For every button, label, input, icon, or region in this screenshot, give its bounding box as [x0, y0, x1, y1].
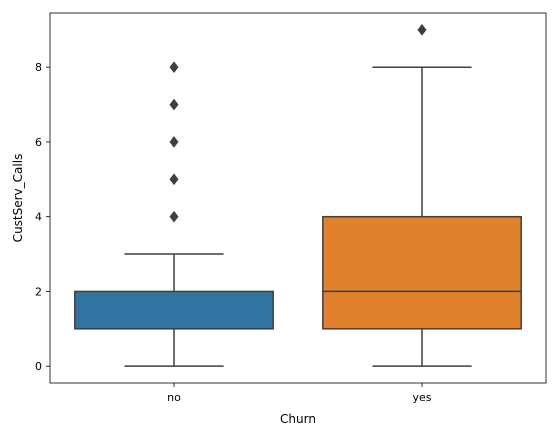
outlier-point	[169, 98, 179, 111]
plot-frame	[49, 12, 547, 384]
x-axis-label: Churn	[280, 412, 316, 426]
outlier-point	[169, 210, 179, 223]
y-axis-label: CustServ_Calls	[11, 154, 25, 243]
y-tick-label: 0	[35, 360, 42, 373]
y-tick-label: 2	[35, 285, 42, 298]
outlier-point	[417, 23, 427, 36]
box-iqr	[74, 290, 274, 330]
box-group-no	[74, 61, 274, 367]
plot-layer	[74, 23, 522, 367]
y-tick-label: 4	[35, 211, 42, 224]
axis-layer: 0 2 4 6 8 no yes	[35, 61, 432, 404]
x-tick-label: yes	[412, 391, 431, 404]
y-tick-label: 6	[35, 136, 42, 149]
x-tick-label: no	[167, 391, 181, 404]
outlier-point	[169, 136, 179, 148]
box-group-yes	[322, 23, 522, 367]
box-iqr	[322, 215, 522, 330]
outlier-point	[169, 61, 179, 74]
y-tick-label: 8	[35, 61, 42, 74]
outlier-point	[169, 173, 179, 186]
